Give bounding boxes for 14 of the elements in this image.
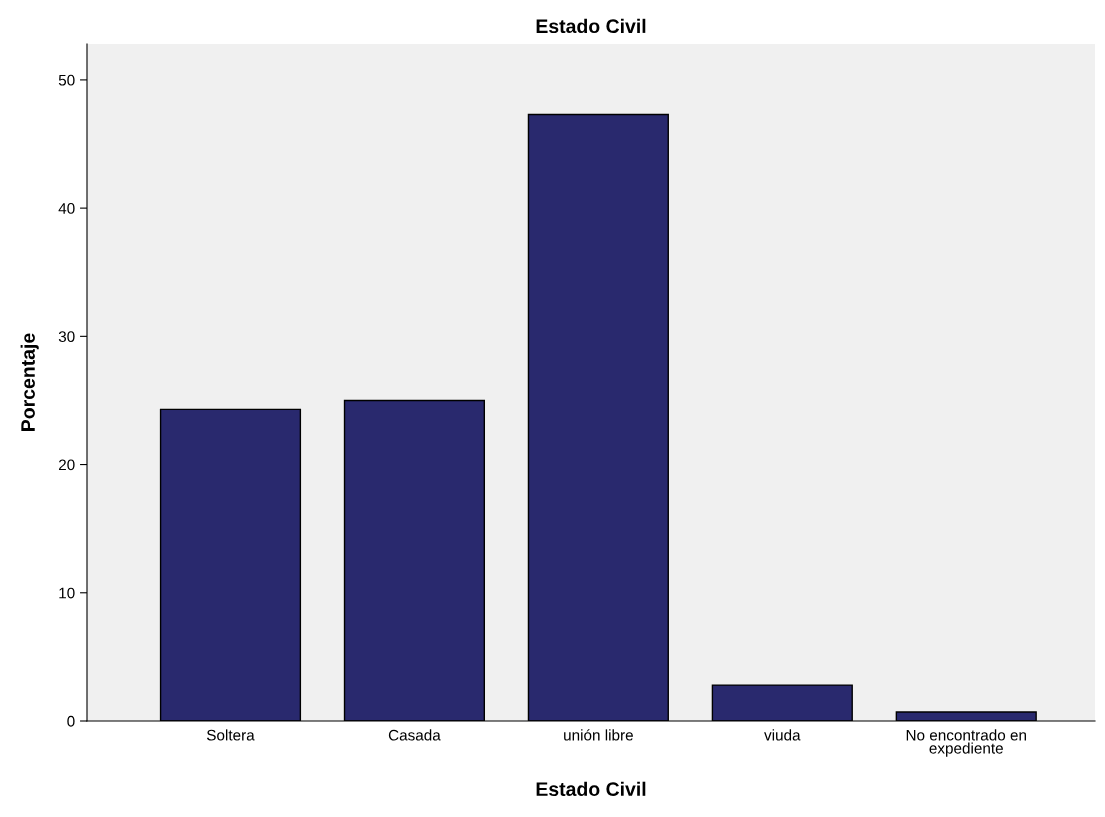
x-tick-label: Soltera <box>206 729 255 741</box>
y-tick-label: 10 <box>59 587 75 599</box>
chart-title: Estado Civil <box>536 18 646 34</box>
x-axis-title: Estado Civil <box>536 781 646 796</box>
x-tick-label: No encontrado en expediente <box>906 729 1026 757</box>
x-tick-label: viuda <box>764 729 801 741</box>
y-tick-label: 20 <box>58 459 75 471</box>
x-tick-label: Casada <box>388 729 441 741</box>
y-axis-title: Porcentaje <box>20 333 39 431</box>
y-tick-label: 40 <box>58 202 75 214</box>
y-tick-label: 30 <box>58 331 75 343</box>
x-tick-label: unión libre <box>564 729 633 741</box>
y-tick-label: 0 <box>67 715 75 727</box>
y-tick-label: 50 <box>58 74 75 86</box>
